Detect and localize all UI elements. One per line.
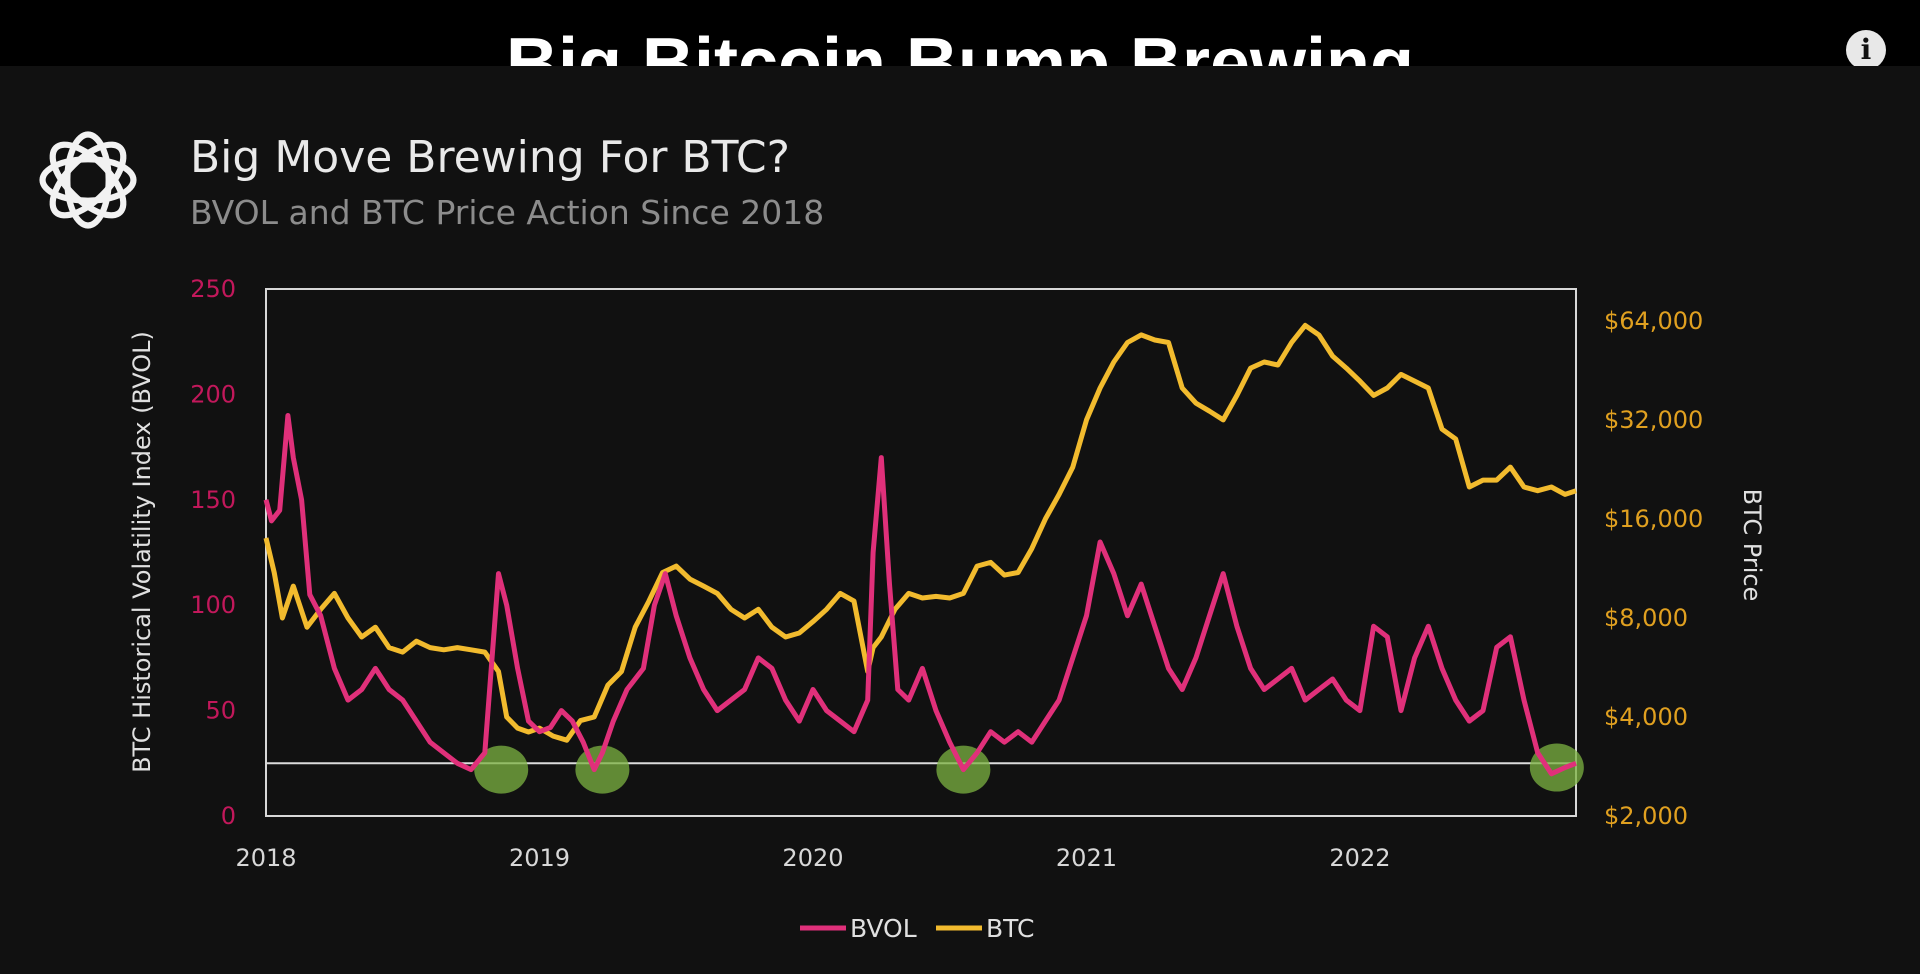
x-tick-label: 2019 bbox=[509, 844, 570, 872]
y-tick-label: 0 bbox=[221, 802, 236, 830]
chart-subtitle: BVOL and BTC Price Action Since 2018 bbox=[190, 193, 825, 232]
y2-tick-label: $64,000 bbox=[1604, 307, 1703, 335]
btc-series-line bbox=[263, 322, 1577, 743]
y-tick-label: 200 bbox=[190, 380, 236, 408]
slide-background bbox=[0, 66, 1920, 974]
y2-tick-label: $32,000 bbox=[1604, 406, 1703, 434]
knot-logo-icon bbox=[39, 131, 137, 229]
y2-tick-label: $8,000 bbox=[1604, 604, 1688, 632]
y2-tick-label: $2,000 bbox=[1604, 802, 1688, 830]
bvol-series-line bbox=[263, 413, 1577, 777]
y-tick-label: 250 bbox=[190, 275, 236, 303]
y2-tick-label: $16,000 bbox=[1604, 505, 1703, 533]
chart-title: Big Move Brewing For BTC? bbox=[190, 132, 790, 183]
highlight-marker bbox=[474, 745, 529, 794]
y2-axis-label: BTC Price bbox=[1738, 489, 1766, 602]
y2-tick-label: $4,000 bbox=[1604, 703, 1688, 731]
y-axis-label: BTC Historical Volatility Index (BVOL) bbox=[128, 331, 156, 773]
x-tick-label: 2021 bbox=[1056, 844, 1117, 872]
y-tick-label: 150 bbox=[190, 486, 236, 514]
legend-label-btc: BTC bbox=[986, 914, 1034, 943]
highlight-marker bbox=[1529, 743, 1584, 792]
plot-frame bbox=[265, 288, 1577, 817]
y-tick-label: 100 bbox=[190, 591, 236, 619]
info-icon[interactable]: i bbox=[1846, 30, 1886, 70]
legend-label-bvol: BVOL bbox=[850, 914, 917, 943]
y-tick-label: 50 bbox=[205, 697, 236, 725]
x-tick-label: 2022 bbox=[1329, 844, 1390, 872]
x-tick-label: 2018 bbox=[235, 844, 296, 872]
video-title-bar bbox=[0, 0, 1920, 66]
x-tick-label: 2020 bbox=[782, 844, 843, 872]
